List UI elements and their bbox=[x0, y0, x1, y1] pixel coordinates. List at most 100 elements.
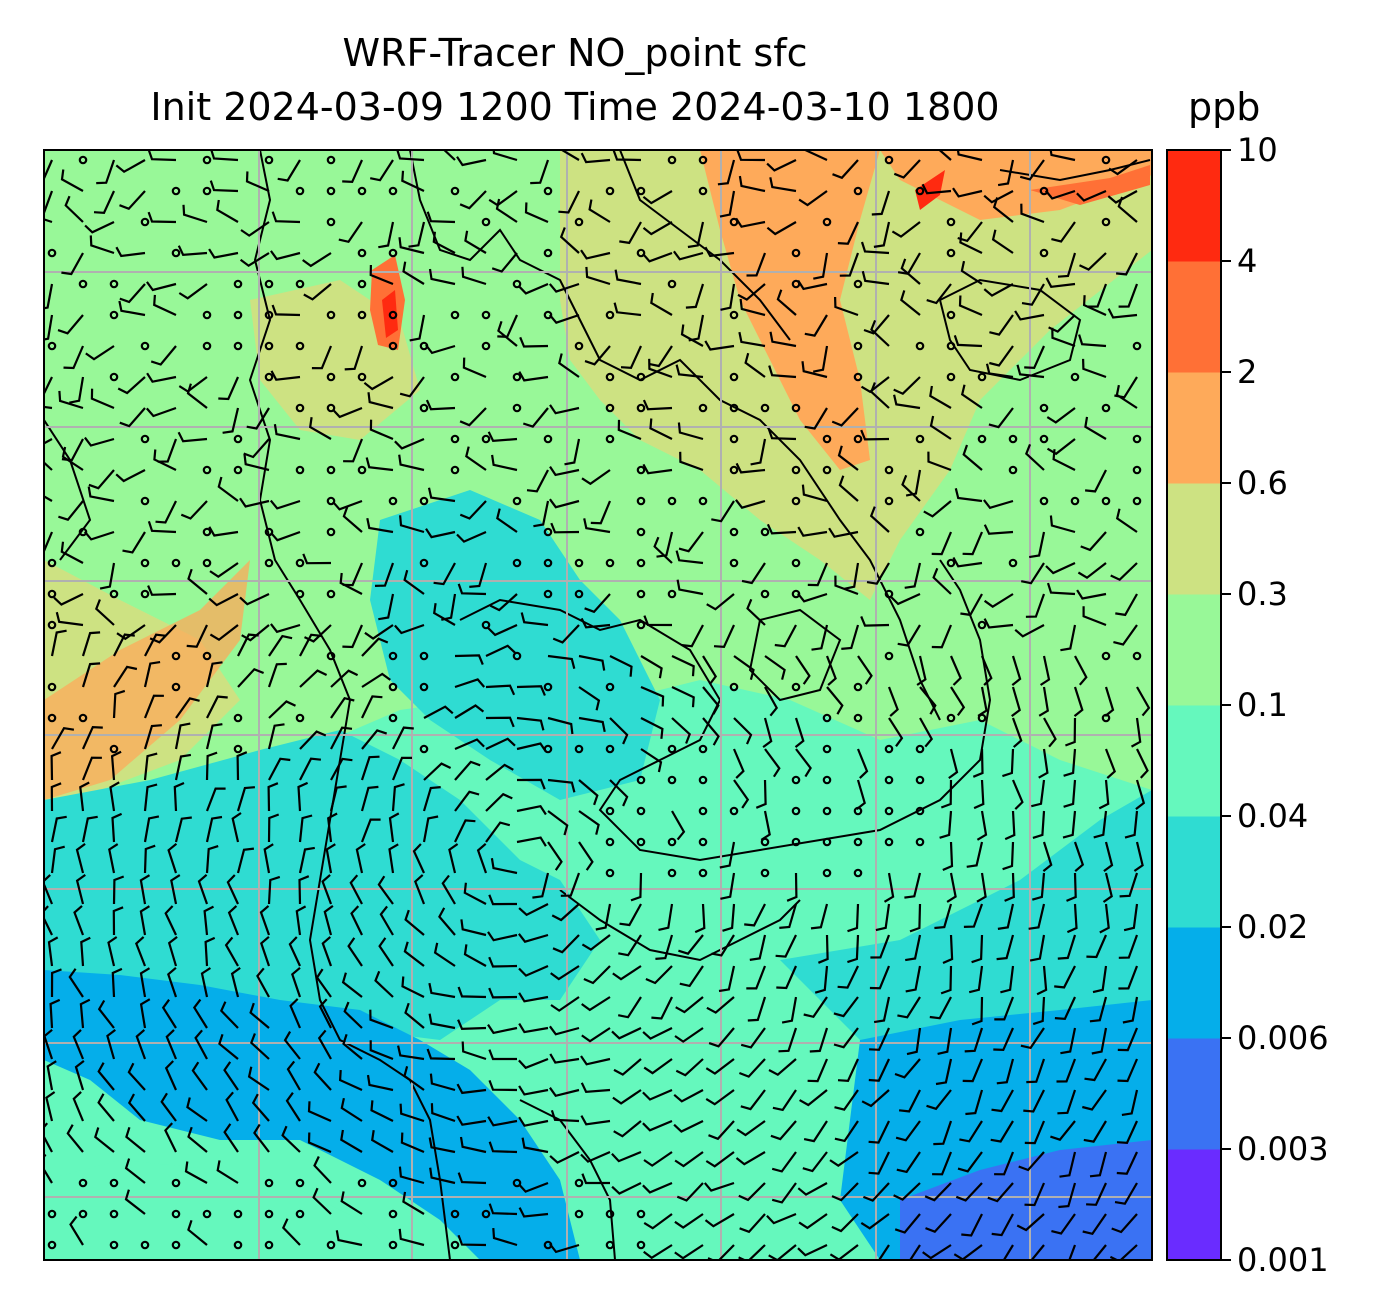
calm-wind-marker bbox=[1070, 496, 1080, 506]
calm-wind-marker bbox=[295, 713, 305, 723]
wind-barb bbox=[764, 686, 779, 717]
wind-barb bbox=[875, 903, 891, 932]
wind-barb bbox=[983, 190, 1014, 204]
calm-wind-marker bbox=[450, 310, 460, 320]
wind-barb bbox=[327, 812, 338, 843]
wind-barb bbox=[863, 314, 890, 335]
wind-barb bbox=[794, 717, 805, 748]
wind-barb bbox=[919, 717, 934, 748]
calm-wind-marker bbox=[326, 527, 336, 537]
wind-barb bbox=[1025, 593, 1046, 618]
wind-barb bbox=[856, 748, 869, 779]
wind-barb bbox=[239, 497, 270, 508]
calm-wind-marker bbox=[605, 868, 615, 878]
wind-barb bbox=[177, 245, 208, 256]
wind-barb bbox=[145, 406, 177, 418]
wind-barb bbox=[870, 319, 890, 347]
wind-barb bbox=[268, 700, 296, 719]
wind-barb bbox=[342, 1033, 363, 1060]
calm-wind-marker bbox=[295, 186, 305, 196]
calm-wind-marker bbox=[915, 744, 925, 754]
wind-barb bbox=[640, 685, 665, 707]
wind-barb bbox=[720, 283, 736, 311]
wind-barb bbox=[124, 1158, 146, 1184]
wind-barb bbox=[746, 252, 767, 277]
wind-barb bbox=[369, 1040, 394, 1061]
wind-barb bbox=[550, 522, 580, 534]
wind-barb bbox=[617, 419, 642, 441]
wind-barb bbox=[807, 562, 829, 587]
wind-barb bbox=[323, 905, 334, 936]
calm-wind-marker bbox=[202, 651, 212, 661]
wind-barb bbox=[609, 655, 633, 677]
colorbar-segment bbox=[1167, 927, 1221, 1039]
wind-barb bbox=[648, 345, 673, 368]
wind-barb bbox=[270, 530, 301, 542]
wind-barb bbox=[1077, 562, 1107, 580]
wind-barb bbox=[122, 531, 146, 554]
wind-barb bbox=[361, 637, 389, 657]
wind-barb bbox=[1073, 686, 1084, 717]
wind-barb bbox=[611, 1182, 642, 1195]
calm-wind-marker bbox=[233, 279, 243, 289]
calm-wind-marker bbox=[698, 868, 708, 878]
wind-barb bbox=[524, 202, 549, 224]
calm-wind-marker bbox=[450, 372, 460, 382]
calm-wind-marker bbox=[78, 155, 88, 165]
calm-wind-marker bbox=[295, 558, 305, 568]
wind-barb bbox=[330, 757, 353, 781]
calm-wind-marker bbox=[47, 620, 57, 630]
wind-barb bbox=[433, 562, 456, 586]
calm-wind-marker bbox=[574, 1209, 584, 1219]
wind-barb bbox=[825, 655, 837, 686]
wind-barb bbox=[922, 1244, 952, 1260]
wind-barb bbox=[740, 1089, 766, 1111]
wind-barb bbox=[115, 159, 146, 174]
wind-barb bbox=[223, 1061, 239, 1091]
calm-wind-marker bbox=[760, 527, 770, 537]
calm-wind-marker bbox=[729, 682, 739, 692]
wind-barb bbox=[983, 524, 1014, 535]
wind-barb bbox=[547, 654, 576, 669]
wind-barb bbox=[369, 159, 394, 182]
wind-barb bbox=[127, 1062, 146, 1091]
wind-barb bbox=[643, 1151, 673, 1167]
wind-barb bbox=[490, 858, 518, 875]
wind-barb bbox=[44, 190, 54, 215]
wind-barb bbox=[549, 1087, 580, 1098]
wind-barb bbox=[549, 498, 580, 509]
wind-barb bbox=[797, 1182, 828, 1196]
wind-barb bbox=[241, 624, 270, 642]
calm-wind-marker bbox=[295, 403, 305, 413]
calm-wind-marker bbox=[543, 682, 553, 692]
wind-barb bbox=[739, 1058, 766, 1078]
wind-barb bbox=[1082, 295, 1107, 317]
wind-barb bbox=[459, 190, 487, 210]
wind-barb bbox=[182, 204, 208, 224]
wind-barb bbox=[227, 905, 240, 936]
wind-barb bbox=[400, 1132, 425, 1154]
calm-wind-marker bbox=[1039, 434, 1049, 444]
calm-wind-marker bbox=[450, 1209, 460, 1219]
wind-barb bbox=[340, 1129, 363, 1153]
wind-barb bbox=[412, 843, 425, 874]
calm-wind-marker bbox=[667, 775, 677, 785]
wind-barb bbox=[299, 757, 322, 781]
wind-barb bbox=[459, 500, 487, 520]
wind-barb bbox=[454, 819, 476, 843]
wind-barb bbox=[797, 279, 828, 291]
wind-barb bbox=[115, 246, 146, 258]
calm-wind-marker bbox=[915, 527, 925, 537]
wind-barb bbox=[746, 965, 767, 990]
wind-barb bbox=[642, 463, 673, 475]
wind-barb bbox=[674, 1151, 704, 1168]
wind-barb bbox=[485, 821, 511, 843]
wind-barb bbox=[904, 872, 922, 899]
calm-wind-marker bbox=[388, 651, 398, 661]
calm-wind-marker bbox=[233, 434, 243, 444]
wind-barb bbox=[750, 438, 767, 466]
wind-barb bbox=[755, 779, 767, 809]
wind-barb bbox=[72, 1029, 85, 1060]
calm-wind-marker bbox=[915, 806, 925, 816]
calm-wind-marker bbox=[543, 248, 553, 258]
